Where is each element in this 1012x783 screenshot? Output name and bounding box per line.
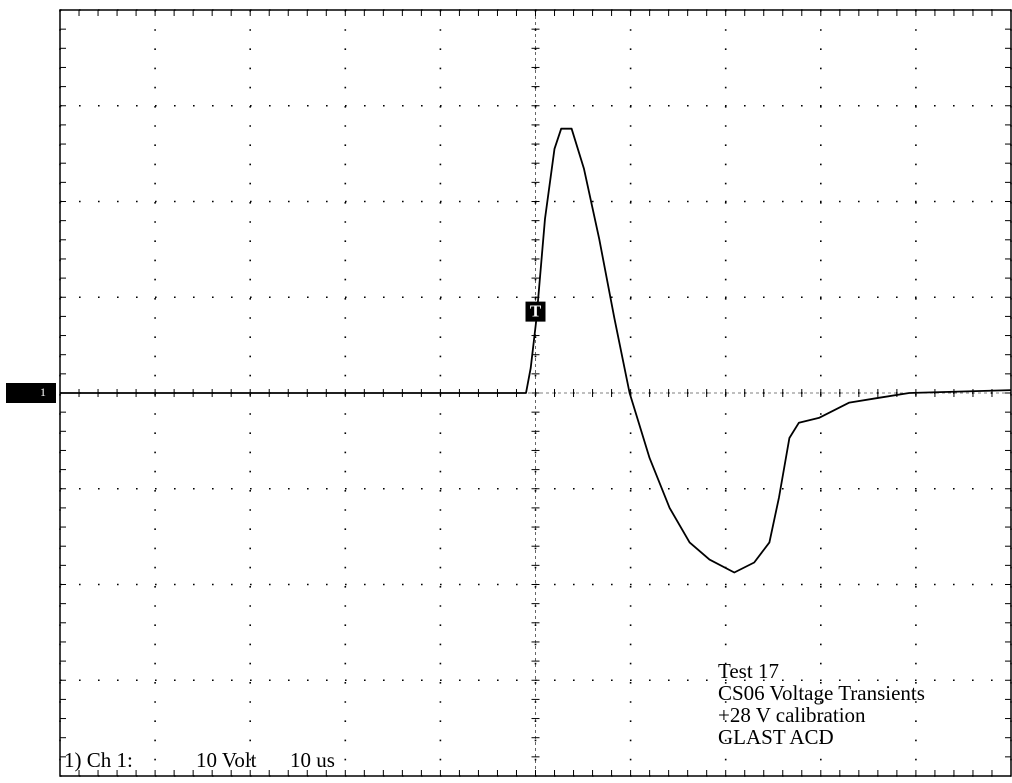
waveform — [60, 127, 1012, 574]
ground-marker — [6, 383, 56, 403]
trigger-marker — [525, 301, 546, 322]
annotation: +28 V calibration — [718, 703, 866, 727]
annotation: CS06 Voltage Transients — [718, 681, 925, 705]
annotation: Test 17 — [718, 659, 779, 683]
volts-per-div: 10 Volt — [196, 748, 257, 772]
channel-label: 1) Ch 1: — [64, 748, 133, 772]
annotation: GLAST ACD — [718, 725, 834, 749]
ground-marker-label: 1 — [40, 385, 46, 399]
trigger-label: T — [530, 302, 542, 321]
time-per-div: 10 us — [290, 748, 335, 772]
